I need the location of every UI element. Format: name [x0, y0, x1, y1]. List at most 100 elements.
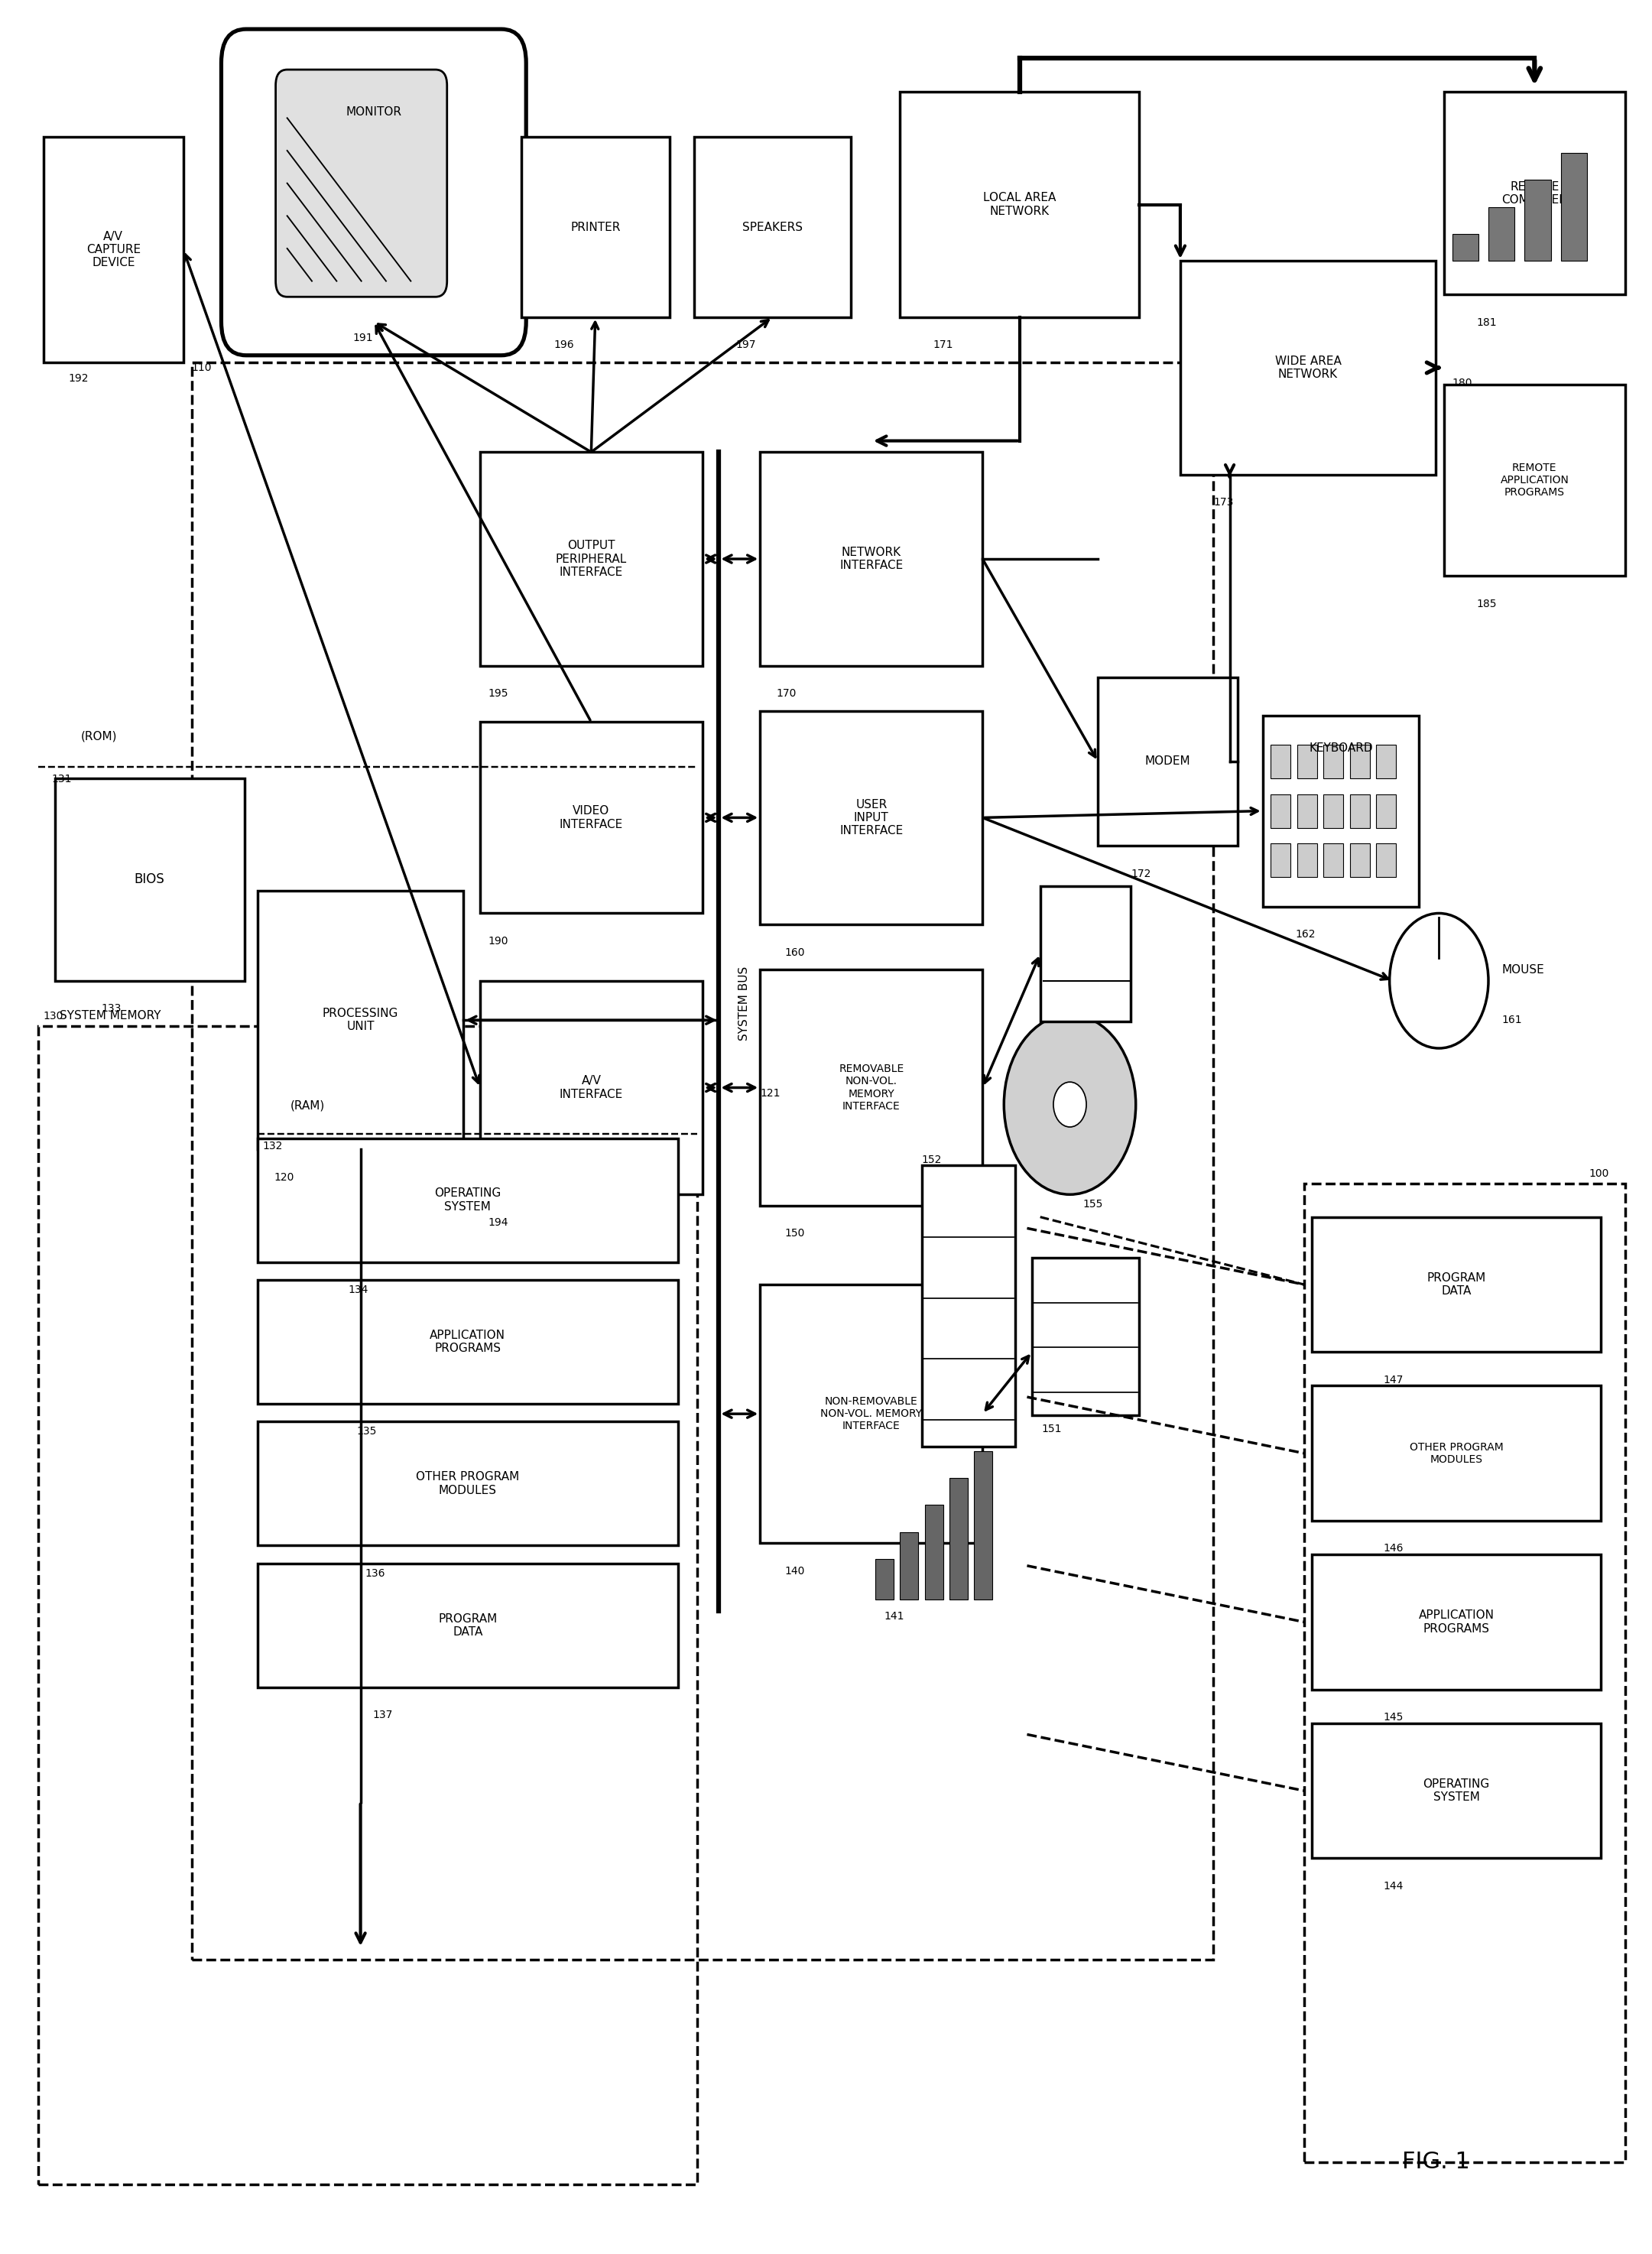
Text: 171: 171 [933, 340, 953, 349]
Bar [1262, 715, 1419, 906]
Text: 173: 173 [1213, 498, 1234, 507]
Bar [760, 969, 983, 1206]
Text: OTHER PROGRAM
MODULES: OTHER PROGRAM MODULES [1409, 1443, 1503, 1465]
Text: SYSTEM BUS: SYSTEM BUS [738, 967, 750, 1041]
Text: 197: 197 [735, 340, 755, 349]
Bar [950, 1479, 968, 1600]
Text: A/V
CAPTURE
DEVICE: A/V CAPTURE DEVICE [86, 230, 140, 268]
Text: 162: 162 [1295, 929, 1317, 940]
Bar [1323, 744, 1343, 778]
Circle shape [1054, 1082, 1087, 1127]
Text: MOUSE: MOUSE [1502, 965, 1545, 976]
Bar [760, 1285, 983, 1544]
Text: 160: 160 [785, 947, 805, 958]
Text: PROCESSING
UNIT: PROCESSING UNIT [322, 1008, 398, 1032]
Bar [1303, 1183, 1626, 2162]
Text: 170: 170 [776, 687, 796, 699]
Bar [1376, 843, 1396, 877]
Bar [1297, 843, 1317, 877]
Text: 161: 161 [1502, 1014, 1521, 1026]
Text: APPLICATION
PROGRAMS: APPLICATION PROGRAMS [1419, 1609, 1493, 1634]
Text: REMOTE
APPLICATION
PROGRAMS: REMOTE APPLICATION PROGRAMS [1500, 462, 1569, 498]
Text: LOCAL AREA
NETWORK: LOCAL AREA NETWORK [983, 192, 1056, 216]
Bar [1488, 207, 1515, 261]
Bar [1350, 744, 1370, 778]
Text: 147: 147 [1383, 1375, 1403, 1386]
Bar [1376, 744, 1396, 778]
Text: 133: 133 [101, 1003, 121, 1014]
Text: FIG. 1: FIG. 1 [1401, 2150, 1470, 2173]
Text: 110: 110 [192, 363, 211, 372]
Bar [1350, 843, 1370, 877]
Bar [1041, 886, 1132, 1021]
Bar [55, 778, 244, 980]
Bar [876, 1560, 894, 1600]
Bar [1323, 793, 1343, 827]
Bar [1270, 744, 1290, 778]
Text: A/V
INTERFACE: A/V INTERFACE [560, 1075, 623, 1100]
Bar [900, 92, 1140, 318]
Text: 151: 151 [1042, 1425, 1062, 1436]
Bar [1099, 676, 1237, 845]
Text: 152: 152 [922, 1154, 942, 1165]
Bar [481, 453, 702, 665]
Text: 181: 181 [1477, 318, 1497, 327]
Text: KEYBOARD: KEYBOARD [1308, 742, 1373, 753]
Bar [258, 1564, 677, 1688]
Bar [258, 1422, 677, 1546]
Bar [760, 453, 983, 665]
Text: SPEAKERS: SPEAKERS [742, 221, 803, 232]
Text: 145: 145 [1383, 1713, 1403, 1722]
Text: 144: 144 [1383, 1880, 1403, 1891]
Text: 180: 180 [1452, 379, 1472, 388]
Text: 192: 192 [68, 374, 88, 383]
Text: 141: 141 [884, 1612, 904, 1621]
Text: (RAM): (RAM) [291, 1100, 325, 1111]
Bar [694, 137, 851, 318]
Text: PRINTER: PRINTER [570, 221, 620, 232]
Text: 135: 135 [357, 1427, 377, 1436]
Text: MONITOR: MONITOR [345, 106, 401, 117]
Bar [520, 137, 669, 318]
FancyBboxPatch shape [221, 29, 525, 356]
Text: 150: 150 [785, 1228, 805, 1240]
Bar [922, 1165, 1016, 1447]
Bar [1312, 1217, 1601, 1352]
Bar [481, 721, 702, 913]
Bar [1180, 261, 1436, 476]
Bar [1350, 793, 1370, 827]
Text: NETWORK
INTERFACE: NETWORK INTERFACE [839, 545, 904, 570]
Text: 137: 137 [373, 1711, 393, 1720]
Bar [1452, 234, 1479, 261]
Text: 194: 194 [489, 1217, 509, 1228]
Bar [1561, 153, 1588, 261]
Text: NON-REMOVABLE
NON-VOL. MEMORY
INTERFACE: NON-REMOVABLE NON-VOL. MEMORY INTERFACE [821, 1395, 922, 1431]
Bar [1312, 1386, 1601, 1521]
Text: 140: 140 [785, 1567, 805, 1576]
Bar [258, 1138, 677, 1262]
Text: WIDE AREA
NETWORK: WIDE AREA NETWORK [1275, 356, 1341, 381]
Bar [1444, 92, 1626, 295]
Text: 134: 134 [349, 1285, 368, 1296]
Text: 121: 121 [760, 1089, 780, 1098]
Text: USER
INPUT
INTERFACE: USER INPUT INTERFACE [839, 798, 904, 836]
Text: 132: 132 [263, 1141, 282, 1152]
Bar [1312, 1555, 1601, 1690]
Text: VIDEO
INTERFACE: VIDEO INTERFACE [560, 805, 623, 829]
Text: 195: 195 [489, 687, 509, 699]
Text: 185: 185 [1477, 597, 1497, 609]
Bar [192, 363, 1213, 1959]
Text: 120: 120 [274, 1172, 294, 1183]
Text: 190: 190 [489, 935, 509, 947]
Text: OPERATING
SYSTEM: OPERATING SYSTEM [1422, 1778, 1490, 1803]
Bar [1270, 793, 1290, 827]
Text: 136: 136 [365, 1569, 385, 1578]
Bar [481, 980, 702, 1195]
Bar [1297, 793, 1317, 827]
Text: 130: 130 [43, 1010, 63, 1021]
Bar [1376, 793, 1396, 827]
Text: OUTPUT
PERIPHERAL
INTERFACE: OUTPUT PERIPHERAL INTERFACE [555, 541, 626, 577]
FancyBboxPatch shape [276, 70, 448, 298]
Text: 155: 155 [1084, 1199, 1104, 1210]
Bar [38, 1026, 697, 2184]
